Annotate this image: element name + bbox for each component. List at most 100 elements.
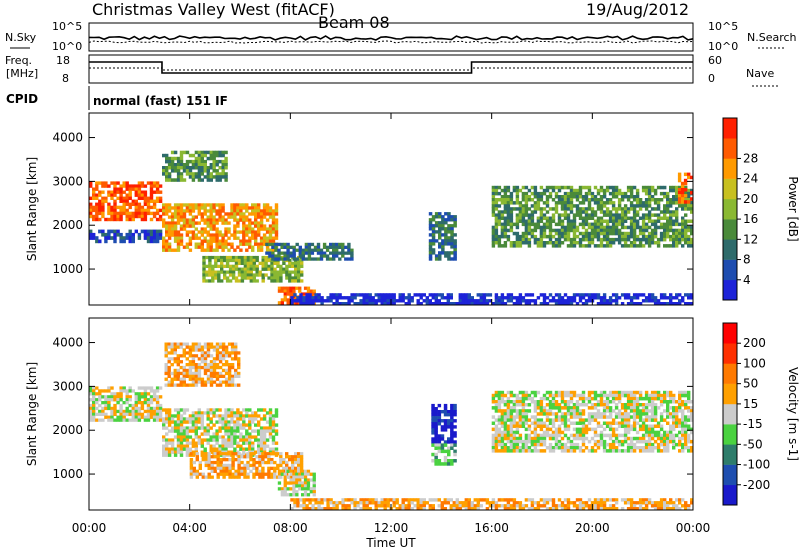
heatmap-cell (590, 406, 595, 410)
heatmap-cell (524, 393, 529, 398)
heatmap-cell (149, 184, 154, 188)
heatmap-cell (299, 296, 303, 300)
heatmap-cell (191, 441, 196, 445)
heatmap-cell (539, 237, 544, 242)
heatmap-cell (659, 222, 664, 227)
heatmap-cell (611, 207, 616, 211)
heatmap-cell (176, 178, 181, 182)
colorbar-swatch (723, 279, 737, 301)
heatmap-cell (581, 400, 586, 404)
heatmap-cell (438, 233, 442, 237)
heatmap-cell (521, 222, 526, 227)
heatmap-cell (243, 475, 247, 479)
heatmap-cell (620, 418, 625, 422)
heatmap-cell (663, 195, 667, 199)
heatmap-cell (137, 232, 142, 237)
heatmap-cell (192, 460, 196, 465)
heatmap-cell (211, 273, 215, 277)
heatmap-cell (291, 466, 295, 470)
heatmap-cell (533, 439, 538, 444)
heatmap-cell (179, 360, 183, 364)
heatmap-cell (428, 227, 433, 231)
heatmap-cell (641, 201, 646, 205)
heatmap-cell (203, 351, 208, 355)
heatmap-cell (176, 239, 181, 243)
heatmap-cell (557, 244, 562, 248)
heatmap-cell (227, 429, 231, 433)
heatmap-cell (563, 204, 568, 208)
heatmap-cell (221, 209, 225, 213)
heatmap-cell (554, 406, 559, 410)
heatmap-cell (404, 296, 408, 300)
heatmap-cell (587, 396, 592, 401)
heatmap-cell (332, 245, 336, 249)
heatmap-cell (286, 301, 290, 305)
heatmap-cell (527, 216, 532, 220)
heatmap-cell (239, 206, 243, 210)
heatmap-cell (494, 427, 499, 432)
heatmap-cell (239, 215, 243, 219)
heatmap-cell (164, 368, 168, 373)
heatmap-cell (374, 299, 378, 303)
heatmap-cell (587, 231, 592, 236)
heatmap-cell (377, 293, 381, 297)
heatmap-cell (255, 273, 259, 277)
heatmap-cell (669, 222, 673, 227)
heatmap-cell (584, 195, 589, 199)
heatmap-cell (614, 207, 619, 211)
heatmap-cell (277, 242, 281, 247)
heatmap-cell (167, 429, 172, 433)
heatmap-cell (587, 237, 592, 242)
heatmap-cell (453, 215, 457, 219)
heatmap-cell (206, 432, 210, 436)
heatmap-cell (283, 493, 287, 497)
heatmap-cell (249, 279, 253, 283)
heatmap-cell (215, 354, 220, 358)
heatmap-cell (563, 231, 568, 236)
heatmap-cell (690, 201, 694, 205)
heatmap-cell (450, 462, 454, 466)
heatmap-cell (518, 296, 523, 300)
heatmap-cell (254, 414, 258, 418)
heatmap-cell (231, 452, 235, 456)
heatmap-cell (204, 455, 208, 459)
heatmap-cell (146, 406, 151, 411)
colorbar-tick-label: 20 (743, 192, 758, 206)
heatmap-cell (551, 436, 556, 441)
heatmap-cell (578, 188, 583, 193)
heatmap-cell (325, 257, 330, 261)
heatmap-cell (491, 207, 496, 211)
heatmap-cell (644, 296, 649, 300)
heatmap-cell (162, 408, 166, 412)
heatmap-cell (581, 436, 586, 441)
heatmap-cell (158, 232, 163, 237)
heatmap-cell (542, 241, 547, 245)
heatmap-cell (578, 430, 583, 435)
heatmap-cell (259, 248, 264, 252)
heatmap-cell (236, 441, 240, 445)
heatmap-cell (310, 257, 315, 261)
heatmap-cell (162, 221, 166, 225)
heatmap-cell (218, 345, 223, 349)
heatmap-cell (494, 390, 499, 395)
heatmap-cell (227, 365, 232, 370)
heatmap-cell (590, 449, 595, 453)
heatmap-cell (234, 472, 238, 476)
heatmap-cell (251, 227, 255, 231)
nsky-bottom-tick: 10^0 (52, 40, 82, 53)
heatmap-cell (259, 236, 264, 240)
heatmap-cell (185, 453, 190, 457)
heatmap-cell (254, 429, 258, 433)
heatmap-cell (557, 228, 562, 233)
heatmap-cell (213, 469, 217, 473)
heatmap-cell (527, 446, 532, 450)
heatmap-cell (288, 279, 292, 283)
heatmap-cell (644, 415, 649, 419)
heatmap-cell (212, 447, 216, 451)
heatmap-cell (191, 203, 196, 207)
heatmap-cell (167, 411, 172, 415)
heatmap-cell (687, 293, 691, 297)
heatmap-cell (237, 455, 241, 459)
heatmap-cell (215, 345, 220, 349)
heatmap-cell (596, 191, 601, 196)
